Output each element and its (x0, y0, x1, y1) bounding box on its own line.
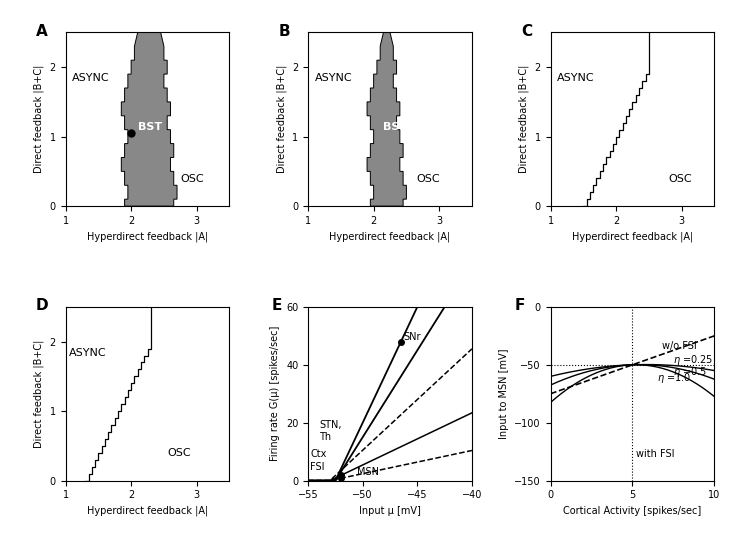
Text: OSC: OSC (180, 174, 204, 184)
Y-axis label: Direct feedback |B+C|: Direct feedback |B+C| (518, 65, 529, 173)
Text: $\eta$ =1.0: $\eta$ =1.0 (657, 372, 691, 385)
Text: ASYNC: ASYNC (72, 73, 110, 83)
Text: STN,: STN, (319, 421, 341, 430)
Text: ASYNC: ASYNC (315, 73, 352, 83)
Text: OSC: OSC (668, 174, 692, 184)
Text: $\eta$ =0.5: $\eta$ =0.5 (674, 364, 708, 379)
X-axis label: Hyperdirect feedback |A|: Hyperdirect feedback |A| (87, 506, 208, 516)
Text: BST: BST (383, 122, 408, 132)
Y-axis label: Direct feedback |B+C|: Direct feedback |B+C| (276, 65, 286, 173)
Y-axis label: Firing rate G(μ) [spikes/sec]: Firing rate G(μ) [spikes/sec] (270, 326, 281, 461)
Text: ASYNC: ASYNC (557, 73, 595, 83)
Text: D: D (36, 298, 49, 313)
Text: with FSI: with FSI (636, 449, 674, 460)
X-axis label: Hyperdirect feedback |A|: Hyperdirect feedback |A| (572, 232, 693, 242)
Text: Ctx: Ctx (311, 449, 327, 460)
X-axis label: Hyperdirect feedback |A|: Hyperdirect feedback |A| (330, 232, 451, 242)
X-axis label: Hyperdirect feedback |A|: Hyperdirect feedback |A| (87, 232, 208, 242)
Text: OSC: OSC (416, 174, 440, 184)
Text: FSI: FSI (311, 462, 325, 472)
X-axis label: Input μ [mV]: Input μ [mV] (359, 506, 421, 516)
Y-axis label: Direct feedback |B+C|: Direct feedback |B+C| (34, 65, 44, 173)
Text: E: E (272, 298, 282, 313)
Text: C: C (521, 24, 532, 39)
Text: BST: BST (138, 122, 162, 132)
X-axis label: Cortical Activity [spikes/sec]: Cortical Activity [spikes/sec] (564, 506, 701, 516)
Text: w/o FSI: w/o FSI (662, 341, 697, 350)
Text: Th: Th (319, 432, 331, 442)
Text: OSC: OSC (167, 448, 191, 458)
Text: $\eta$ =0.25: $\eta$ =0.25 (674, 353, 714, 367)
Text: A: A (36, 24, 48, 39)
Y-axis label: Direct feedback |B+C|: Direct feedback |B+C| (34, 340, 44, 448)
Y-axis label: Input to MSN [mV]: Input to MSN [mV] (499, 348, 509, 439)
Text: F: F (515, 298, 525, 313)
Text: SNr: SNr (403, 332, 421, 342)
Polygon shape (121, 32, 177, 206)
Text: B: B (278, 24, 290, 39)
Text: MSN: MSN (357, 467, 379, 476)
Polygon shape (367, 32, 406, 206)
Text: ASYNC: ASYNC (69, 348, 106, 357)
